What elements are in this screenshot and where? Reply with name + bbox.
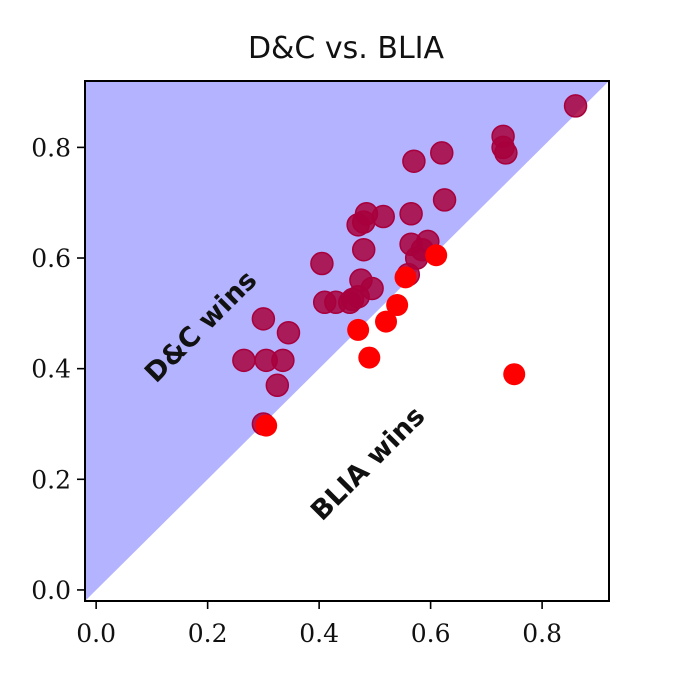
data-point-blia <box>394 266 417 289</box>
region-label-lower: BLIA wins <box>305 401 431 527</box>
y-tick-label: 0.0 <box>31 576 71 605</box>
x-tick-label: 0.0 <box>76 619 116 648</box>
plot-area: 0.0 0.2 0.4 0.6 0.8 0.0 0.2 0.4 0.6 0.8 <box>31 80 610 648</box>
chart-title: D&C vs. BLIA <box>248 31 445 66</box>
x-tick-label: 0.6 <box>411 619 451 648</box>
data-point-dc <box>265 373 290 398</box>
data-point-dc <box>310 251 334 276</box>
data-point-dc <box>346 284 370 309</box>
data-point-blia <box>375 310 398 333</box>
plot-frame <box>84 80 610 602</box>
data-point-dc <box>432 188 457 212</box>
data-point-dc <box>371 204 395 229</box>
data-point-dc <box>430 141 454 165</box>
y-tick-label: 0.4 <box>31 355 71 384</box>
data-point-dc <box>399 202 423 226</box>
data-point-dc <box>271 348 295 373</box>
data-point-blia <box>386 294 409 317</box>
x-tick-label: 0.4 <box>299 619 339 648</box>
x-tick-label: 0.8 <box>522 619 562 648</box>
x-tick-label: 0.2 <box>188 619 228 648</box>
y-tick-label: 0.2 <box>31 465 71 494</box>
data-point-dc <box>351 210 376 234</box>
data-point-blia <box>347 318 370 341</box>
data-point-dc <box>276 320 301 345</box>
data-point-dc <box>494 141 518 165</box>
dc-wins-region <box>85 81 609 601</box>
data-point-blia <box>255 414 278 437</box>
data-point-dc <box>232 348 256 373</box>
data-point-dc <box>402 149 426 173</box>
data-point-blia <box>503 363 526 386</box>
y-tick-label: 0.8 <box>31 133 71 162</box>
data-point-blia <box>425 244 448 267</box>
data-point-blia <box>358 346 381 369</box>
data-point-dc <box>251 307 276 331</box>
data-point-dc <box>563 94 588 118</box>
data-point-dc <box>351 237 376 262</box>
y-tick-label: 0.6 <box>31 244 71 273</box>
